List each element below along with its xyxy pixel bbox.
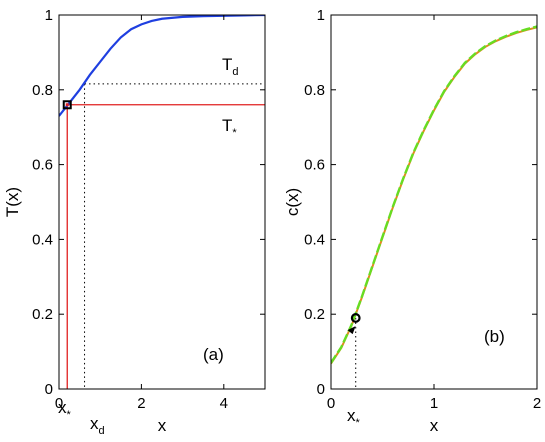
panel-b: 00.20.40.60.810 1 2 c(x) x x* (b) — [283, 7, 541, 435]
y-tick-label: 0.6 — [304, 157, 325, 174]
panel-a-y-axis-label: T(x) — [3, 187, 22, 217]
y-tick-label: 1 — [317, 7, 325, 24]
annotation-T-star-main: T — [222, 116, 232, 135]
y-tick-label: 1 — [45, 7, 53, 24]
annotation-T-d-sub: d — [232, 66, 238, 78]
annotation-x-star-b-main: x — [347, 406, 356, 425]
annotation-x-d: xd — [90, 414, 105, 437]
panel-a-ticks: 0 0.2 0.4 0.6 0.8 1 0 2 4 — [32, 7, 265, 412]
panel-a-x-axis-label: x — [158, 416, 167, 435]
panel-b-y-axis-label: c(x) — [283, 188, 302, 216]
annotation-T-d-main: T — [222, 55, 232, 74]
arrow-marker — [347, 326, 356, 335]
marker-point — [62, 100, 72, 110]
x-tick-label: 0 — [55, 395, 63, 412]
panel-b-x-axis-label: x — [430, 416, 439, 435]
annotation-T-d: Td — [222, 55, 239, 78]
panel-a-axes-frame — [58, 14, 266, 390]
annotation-x-star-b-sub: * — [356, 417, 361, 429]
annotation-x-d-sub: d — [99, 425, 105, 437]
y-tick-label: 0.4 — [304, 231, 325, 248]
x-tick-label: 1 — [430, 395, 438, 412]
y-tick-label: 0.8 — [304, 82, 325, 99]
annotation-x-d-main: x — [90, 414, 99, 433]
panel-b-label: (b) — [484, 327, 505, 346]
annotation-x-star-a: x* — [58, 398, 72, 421]
x-tick-label: 2 — [533, 395, 541, 412]
panel-a: 00.20.40.60.810 2 4 T(x) x Td T* x* xd (a) — [3, 7, 266, 437]
annotation-x-star-a-main: x — [58, 398, 67, 417]
y-tick-label: 0 — [45, 381, 53, 398]
y-tick-label: 0.8 — [32, 82, 53, 99]
panel-a-label: (a) — [203, 345, 224, 364]
marker-point-b — [350, 313, 361, 323]
y-tick-label: 0.4 — [32, 231, 53, 248]
series-line-c-2 — [331, 25, 537, 364]
annotation-x-star-a-sub: * — [67, 409, 72, 421]
x-tick-label: 4 — [220, 395, 228, 412]
annotation-x-star-b: x* — [347, 406, 361, 429]
panel-b-ticks: 0 0.2 0.4 0.6 0.8 1 0 1 2 — [304, 7, 541, 412]
annotation-T-star-sub: * — [232, 127, 237, 139]
panel-b-axes-frame — [330, 14, 538, 390]
y-tick-label: 0.2 — [304, 306, 325, 323]
panel-b-plot-area — [331, 25, 537, 389]
x-tick-label: 2 — [137, 395, 145, 412]
marker-point-inner — [65, 103, 69, 107]
y-tick-label: 0.2 — [32, 306, 53, 323]
annotation-T-star: T* — [222, 116, 237, 139]
series-line-c-1 — [331, 26, 537, 365]
y-tick-label: 0 — [317, 381, 325, 398]
x-tick-label: 0 — [327, 395, 335, 412]
panel-a-plot-area — [59, 15, 265, 389]
series-line-T — [59, 15, 265, 117]
y-tick-label: 0.6 — [32, 157, 53, 174]
